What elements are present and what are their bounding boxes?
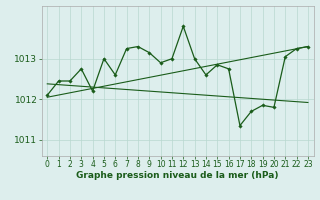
X-axis label: Graphe pression niveau de la mer (hPa): Graphe pression niveau de la mer (hPa) <box>76 171 279 180</box>
